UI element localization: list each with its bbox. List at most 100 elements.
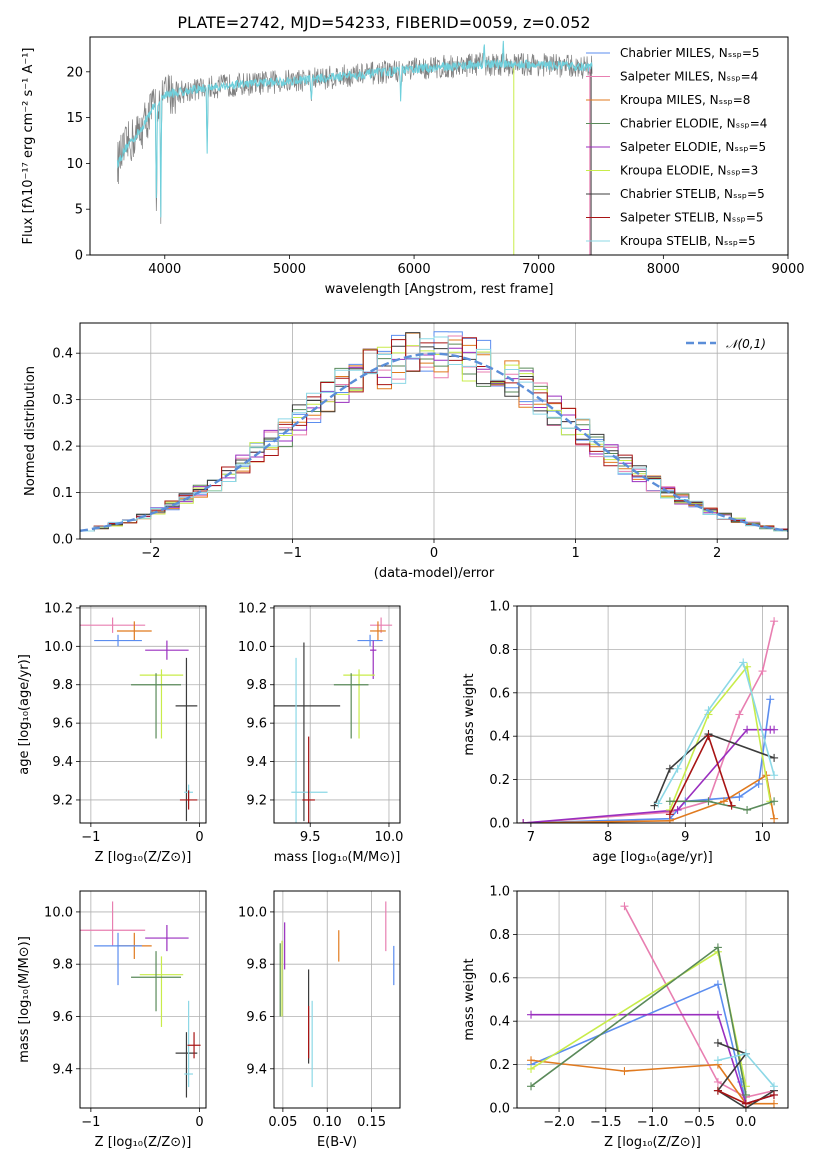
y-tick-label: 9.2 <box>246 793 267 808</box>
x-tick-label: 7000 <box>522 262 555 277</box>
y-tick-label: 0.8 <box>489 928 510 943</box>
y-tick-label: 1.0 <box>489 885 510 900</box>
y-axis-label: age [log₁₀(age/yr)] <box>17 654 32 775</box>
axes-frame <box>89 36 789 256</box>
weight-series-line <box>523 621 775 823</box>
x-tick-label: 8 <box>604 830 612 845</box>
x-tick-label: 9000 <box>771 262 804 277</box>
x-tick-label: 0 <box>195 830 203 845</box>
y-tick-label: 10 <box>66 157 83 172</box>
x-tick-label: 5000 <box>273 262 306 277</box>
y-tick-label: 9.8 <box>246 958 267 973</box>
y-tick-label: 0.8 <box>489 643 510 658</box>
panel-weight_vs_Z: −2.0 −1.5 −1.0 −0.5 0.0 0.0 0.2 0.4 0.6 0.8 1.0 Z [… <box>462 885 789 1150</box>
y-tick-label: 5 <box>75 203 83 218</box>
plot-area <box>80 331 788 533</box>
legend-entry: Kroupa ELODIE, Nₛₛₚ=3 <box>620 164 758 178</box>
axes-frame <box>273 605 401 824</box>
y-tick-label: 9.6 <box>246 717 267 732</box>
x-tick-label: 9 <box>681 830 689 845</box>
y-tick-label: 9.2 <box>52 793 73 808</box>
y-tick-label: 10.0 <box>44 640 73 655</box>
panel-mass_vs_ebv: 0.05 0.10 0.15 9.4 9.6 9.8 10.0 E(B-V) <box>238 890 401 1150</box>
x-tick-label: 4000 <box>148 262 181 277</box>
x-tick-label: 0.15 <box>357 1115 386 1130</box>
x-axis-label: mass [log₁₀(M/M⊙)] <box>274 850 401 865</box>
y-tick-label: 9.8 <box>246 678 267 693</box>
histogram-kroupa-miles <box>80 332 788 532</box>
legend-entry: Kroupa MILES, Nₛₛₚ=8 <box>620 93 750 107</box>
y-tick-label: 10.0 <box>44 905 73 920</box>
axes-frame <box>79 322 789 540</box>
observed-spectrum-line <box>117 43 593 224</box>
x-tick-label: −1 <box>81 830 100 845</box>
y-tick-label: 9.4 <box>246 755 267 770</box>
y-tick-label: 9.8 <box>52 678 73 693</box>
plot-area <box>80 901 201 1098</box>
histogram-chabrier-stelib <box>80 332 788 532</box>
x-tick-label: 6000 <box>398 262 431 277</box>
y-tick-label: 0.1 <box>52 486 73 501</box>
x-axis-label: Z [log₁₀(Z/Z⊙)] <box>95 1135 192 1150</box>
x-tick-label: 10 <box>754 830 771 845</box>
legend-entry: Salpeter STELIB, Nₛₛₚ=5 <box>620 211 764 225</box>
y-tick-label: 9.4 <box>52 755 73 770</box>
x-tick-label: 9.5 <box>300 830 321 845</box>
x-axis-label: (data-model)/error <box>374 566 495 581</box>
y-tick-label: 1.0 <box>489 600 510 615</box>
y-axis-label: Normed distribution <box>23 366 38 496</box>
x-tick-label: −2 <box>141 546 160 561</box>
y-tick-label: 0.3 <box>52 393 73 408</box>
axes-frame <box>273 890 401 1109</box>
y-tick-label: 10.0 <box>238 905 267 920</box>
plot-area <box>274 617 393 823</box>
y-tick-label: 0.4 <box>52 347 73 362</box>
x-tick-label: −1 <box>283 546 302 561</box>
x-axis-label: Z [log₁₀(Z/Z⊙)] <box>95 850 192 865</box>
x-tick-label: −2.0 <box>543 1115 575 1130</box>
y-tick-label: 9.4 <box>52 1062 73 1077</box>
y-tick-label: 20 <box>66 65 83 80</box>
x-axis-label: age [log₁₀(age/yr)] <box>592 850 713 865</box>
y-tick-label: 0.2 <box>489 1058 510 1073</box>
y-tick-label: 0.2 <box>52 440 73 455</box>
y-tick-label: 0 <box>75 249 83 264</box>
chart-title: PLATE=2742, MJD=54233, FIBERID=0059, z=0… <box>177 13 590 32</box>
x-axis-label: E(B-V) <box>317 1135 357 1150</box>
y-tick-label: 0.6 <box>489 686 510 701</box>
y-axis-label: mass weight <box>462 673 477 755</box>
y-tick-label: 10.2 <box>238 601 267 616</box>
axes-frame <box>79 605 207 824</box>
weight-series-line <box>623 905 775 1098</box>
y-tick-label: 0.0 <box>489 817 510 832</box>
panel-weight_vs_age: 7 8 9 10 0.0 0.2 0.4 0.6 0.8 1.0 age [log₁₀(age/yr… <box>462 600 789 865</box>
x-tick-label: 0.05 <box>268 1115 297 1130</box>
x-axis-label: Z [log₁₀(Z/Z⊙)] <box>604 1135 701 1150</box>
plot-area <box>519 617 779 823</box>
axes-frame <box>516 605 789 824</box>
axes-frame <box>79 890 207 1109</box>
y-tick-label: 15 <box>66 111 83 126</box>
panel-spectrum: 4000 5000 6000 7000 8000 9000 0 5 10 15 20 waveleng… <box>21 13 805 297</box>
x-tick-label: −0.5 <box>683 1115 715 1130</box>
x-tick-label: 8000 <box>647 262 680 277</box>
weight-series-line <box>653 733 775 806</box>
plot-area <box>527 902 778 1108</box>
plot-area <box>116 40 593 255</box>
legend-entry: Chabrier STELIB, Nₛₛₚ=5 <box>620 187 765 201</box>
panel-residuals: −2 −1 0 1 2 0.0 0.1 0.2 0.3 0.4 (data-model)/error… <box>23 322 789 581</box>
weight-series-line <box>523 699 772 823</box>
legend-entry: Salpeter ELODIE, Nₛₛₚ=5 <box>620 140 766 154</box>
x-tick-label: 2 <box>713 546 721 561</box>
x-tick-label: 0 <box>195 1115 203 1130</box>
y-tick-label: 0.4 <box>489 730 510 745</box>
x-tick-label: 0.0 <box>736 1115 757 1130</box>
y-tick-label: 0.6 <box>489 971 510 986</box>
legend-entry: Chabrier ELODIE, Nₛₛₚ=4 <box>620 117 767 131</box>
y-tick-label: 9.6 <box>52 717 73 732</box>
x-tick-label: 0 <box>430 546 438 561</box>
x-tick-label: 0.10 <box>313 1115 342 1130</box>
y-tick-label: 9.6 <box>52 1010 73 1025</box>
y-tick-label: 9.8 <box>52 958 73 973</box>
